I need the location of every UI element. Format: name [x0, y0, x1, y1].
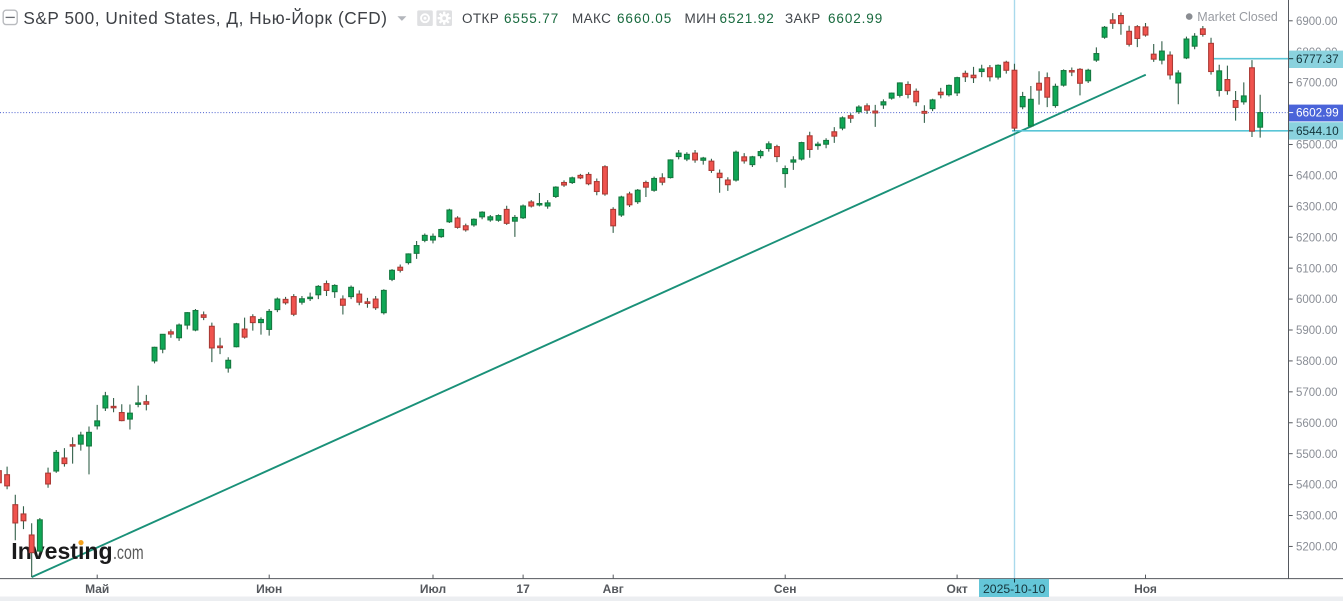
svg-text:6777.37: 6777.37	[1296, 52, 1339, 66]
svg-text:6000.00: 6000.00	[1296, 294, 1338, 306]
svg-text:5600.00: 5600.00	[1296, 418, 1338, 430]
svg-text:ЗАКР: ЗАКР	[785, 11, 821, 26]
svg-text:МИН: МИН	[685, 11, 717, 26]
svg-text:6300.00: 6300.00	[1296, 201, 1338, 213]
svg-text:6544.10: 6544.10	[1296, 124, 1339, 138]
svg-text:5800.00: 5800.00	[1296, 356, 1338, 368]
svg-text:6521.92: 6521.92	[720, 11, 775, 26]
svg-text:6555.77: 6555.77	[504, 11, 559, 26]
svg-text:ОТКР: ОТКР	[462, 11, 499, 26]
svg-text:.com: .com	[113, 542, 144, 564]
svg-text:5300.00: 5300.00	[1296, 511, 1338, 523]
svg-text:6500.00: 6500.00	[1296, 140, 1338, 152]
svg-text:17: 17	[516, 582, 530, 596]
svg-text:5700.00: 5700.00	[1296, 387, 1338, 399]
svg-text:6700.00: 6700.00	[1296, 78, 1338, 90]
svg-text:6200.00: 6200.00	[1296, 232, 1338, 244]
svg-text:Май: Май	[85, 582, 109, 596]
svg-text:5400.00: 5400.00	[1296, 480, 1338, 492]
svg-text:Investıng: Investıng	[11, 538, 112, 564]
svg-text:Июл: Июл	[420, 582, 446, 596]
svg-text:Авг: Авг	[603, 582, 624, 596]
svg-text:Окт: Окт	[946, 582, 967, 596]
svg-text:6900.00: 6900.00	[1296, 16, 1338, 28]
svg-text:2025-10-10: 2025-10-10	[983, 582, 1046, 596]
svg-text:Июн: Июн	[256, 582, 282, 596]
svg-text:МАКС: МАКС	[572, 11, 611, 26]
svg-text:6660.05: 6660.05	[617, 11, 672, 26]
svg-text:6400.00: 6400.00	[1296, 171, 1338, 183]
svg-text:6602.99: 6602.99	[828, 11, 883, 26]
svg-text:5500.00: 5500.00	[1296, 449, 1338, 461]
svg-text:5200.00: 5200.00	[1296, 542, 1338, 554]
svg-text:6602.99: 6602.99	[1296, 106, 1339, 120]
svg-text:Ноя: Ноя	[1134, 582, 1157, 596]
svg-text:5900.00: 5900.00	[1296, 325, 1338, 337]
svg-text:S&P 500, United States, Д, Нью: S&P 500, United States, Д, Нью-Йорк (CFD…	[23, 8, 387, 28]
svg-text:Сен: Сен	[774, 582, 797, 596]
svg-text:6100.00: 6100.00	[1296, 263, 1338, 275]
svg-text:Market Closed: Market Closed	[1197, 10, 1278, 24]
